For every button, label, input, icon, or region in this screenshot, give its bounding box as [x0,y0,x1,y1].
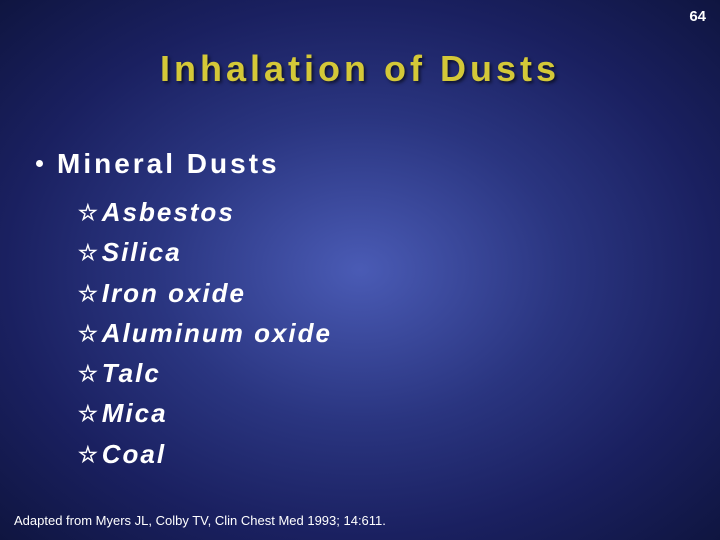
star-icon: ☆ [78,317,100,351]
list-item: ☆Aluminum oxide [78,313,332,353]
page-number: 64 [689,8,706,25]
bullet-dot-icon [36,160,43,167]
slide-title: Inhalation of Dusts [0,48,720,90]
citation: Adapted from Myers JL, Colby TV, Clin Ch… [14,513,386,528]
star-icon: ☆ [78,357,100,391]
item-label: Talc [102,358,161,388]
star-icon: ☆ [78,277,100,311]
item-label: Asbestos [102,197,235,227]
star-icon: ☆ [78,397,100,431]
list-item: ☆Mica [78,393,332,433]
list-item: ☆Iron oxide [78,273,332,313]
section-header-text: Mineral Dusts [57,148,280,179]
item-label: Mica [102,398,168,428]
list-item: ☆Asbestos [78,192,332,232]
list-item: ☆Silica [78,232,332,272]
item-label: Iron oxide [102,278,246,308]
star-icon: ☆ [78,236,100,270]
star-icon: ☆ [78,196,100,230]
list-item: ☆Coal [78,434,332,474]
item-label: Aluminum oxide [102,318,332,348]
star-icon: ☆ [78,438,100,472]
section-header: Mineral Dusts [36,148,280,180]
item-list: ☆Asbestos ☆Silica ☆Iron oxide ☆Aluminum … [78,192,332,474]
list-item: ☆Talc [78,353,332,393]
item-label: Silica [102,237,182,267]
item-label: Coal [102,439,166,469]
